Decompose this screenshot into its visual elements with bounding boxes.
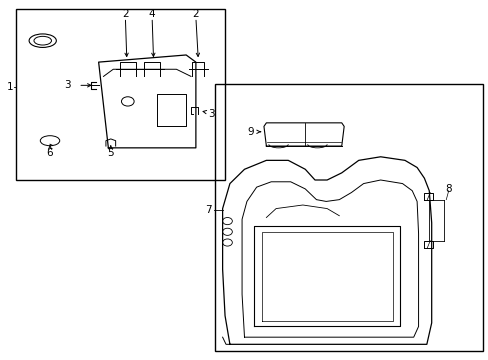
Text: 4: 4 — [148, 9, 155, 19]
Text: 2: 2 — [192, 9, 199, 19]
Text: 3: 3 — [208, 109, 214, 119]
Text: 6: 6 — [46, 148, 53, 158]
Text: 1: 1 — [7, 82, 14, 92]
Text: 2: 2 — [122, 9, 128, 19]
Text: 7: 7 — [204, 205, 211, 215]
Text: 9: 9 — [246, 127, 253, 137]
Text: 5: 5 — [107, 148, 114, 158]
Text: 3: 3 — [63, 80, 70, 90]
Text: 8: 8 — [445, 184, 451, 194]
